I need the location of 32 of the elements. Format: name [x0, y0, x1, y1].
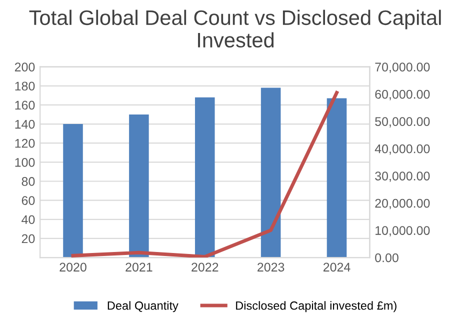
y-tick-label: 160 [15, 100, 35, 110]
y-tick-label: 120 [15, 138, 35, 148]
bar [194, 97, 215, 258]
bar [63, 124, 83, 258]
y-tick-label: 60 [22, 196, 35, 205]
y2-tick-label: 10,000.00 [376, 226, 430, 236]
legend-label: Disclosed Capital invested £m) [236, 301, 396, 312]
y-tick-label: 80 [22, 177, 35, 186]
y-tick-label: 100 [15, 158, 35, 167]
chart-title: Total Global Deal Count vs Disclosed Capital Invested [29, 10, 441, 48]
x-tick-label: 2023 [258, 262, 284, 272]
y-tick-label: 180 [15, 82, 35, 91]
bar [260, 88, 281, 258]
bar [129, 114, 149, 258]
y-tick-label: 200 [14, 62, 35, 72]
y2-tick-label: 0.00 [375, 253, 398, 262]
x-tick-label: 2020 [60, 262, 86, 272]
line-series [71, 90, 338, 258]
y2-tick-label: 30,000.00 [375, 172, 430, 182]
y-tick-label: 140 [15, 120, 35, 129]
y2-tick-label: 70,000.00 [375, 62, 430, 73]
y2-tick-label: 20,000.00 [375, 198, 430, 210]
x-tick-label: 2022 [192, 262, 218, 272]
y-tick-label: 20 [22, 234, 35, 244]
x-tick-label: 2021 [126, 262, 152, 272]
y2-tick-label: 40,000.00 [374, 144, 430, 155]
y-tick-label: 40 [22, 215, 35, 224]
y2-tick-label: 60,000.00 [375, 90, 430, 100]
y2-tick-label: 50,000.00 [375, 117, 430, 128]
bar [326, 98, 347, 258]
x-tick-label: 2024 [323, 262, 350, 272]
legend-label: Deal Quantity [108, 301, 178, 312]
